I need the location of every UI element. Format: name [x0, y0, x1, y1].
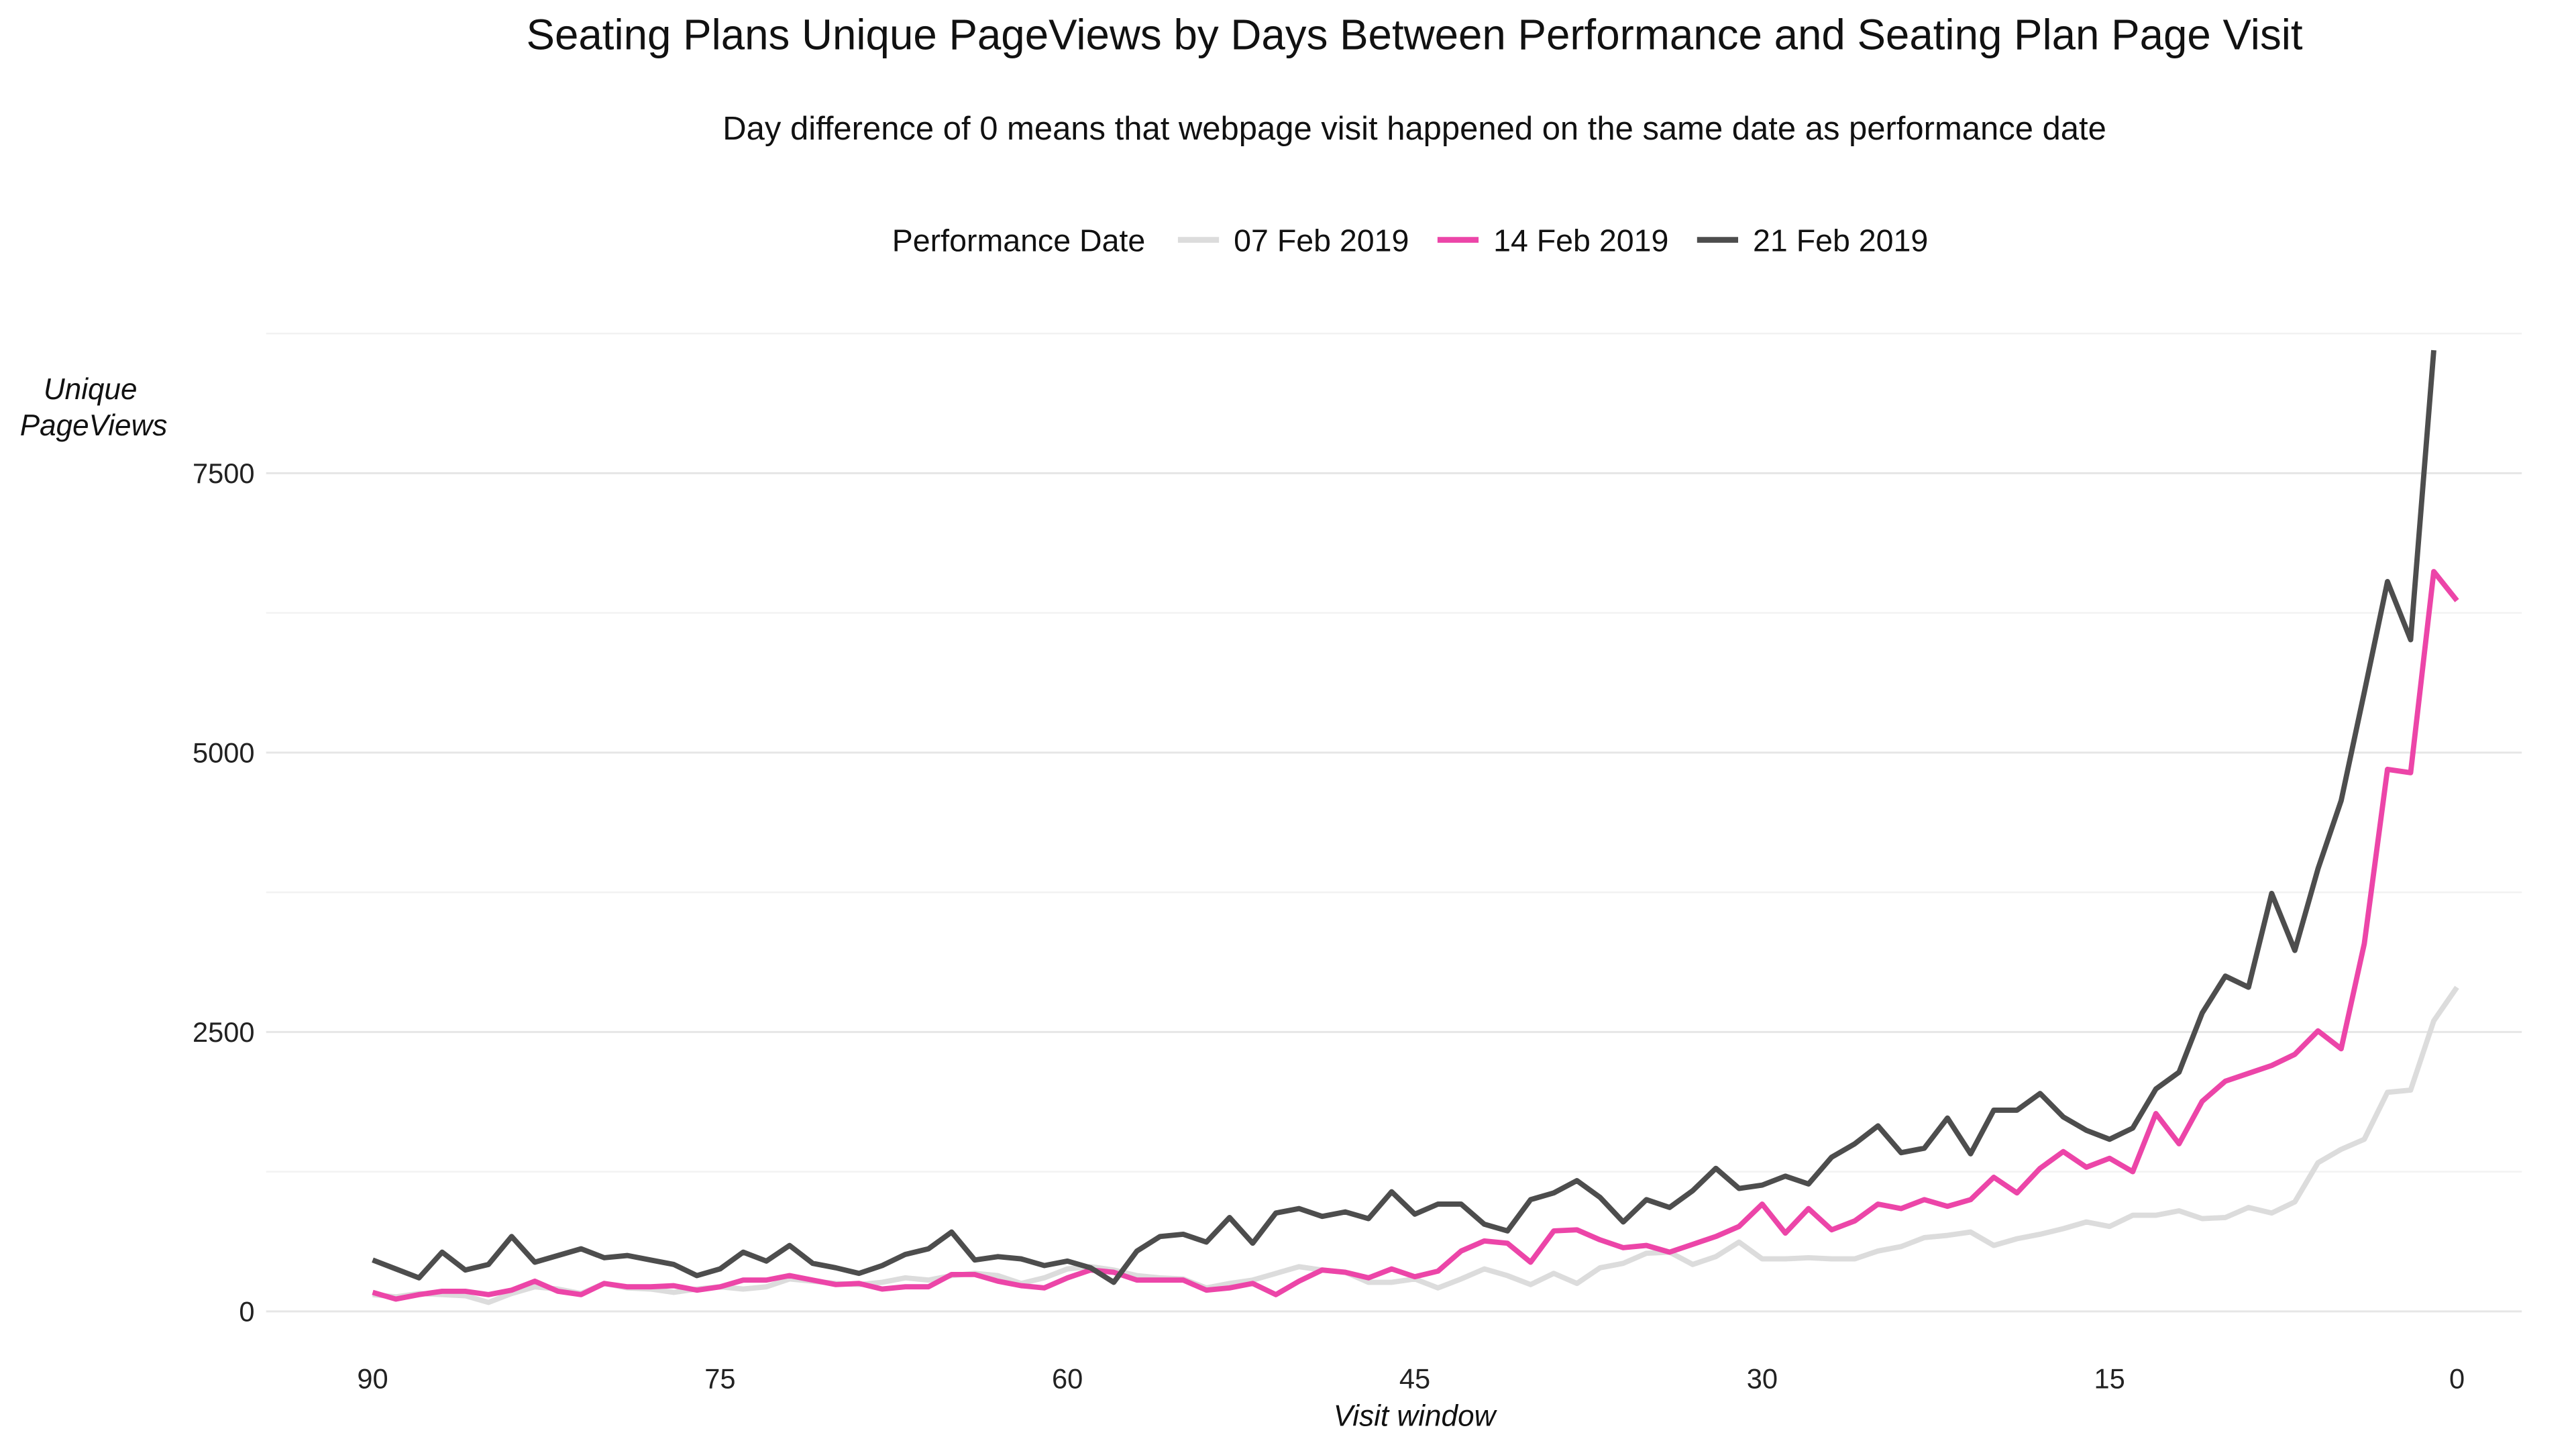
x-tick-label: 60 — [1052, 1362, 1083, 1394]
y-tick-label: 2500 — [193, 1016, 255, 1048]
legend-label: 21 Feb 2019 — [1753, 223, 1928, 258]
legend-title: Performance Date — [892, 223, 1145, 258]
y-axis-label: Unique — [44, 373, 138, 406]
chart-title: Seating Plans Unique PageViews by Days B… — [527, 11, 2303, 58]
x-tick-label: 75 — [704, 1362, 735, 1394]
y-axis-label: PageViews — [20, 409, 168, 442]
series-line — [372, 569, 2459, 1302]
legend-label: 14 Feb 2019 — [1493, 223, 1668, 258]
x-tick-label: 0 — [2449, 1362, 2465, 1394]
y-tick-label: 7500 — [193, 458, 255, 489]
chart-subtitle: Day difference of 0 means that webpage v… — [722, 111, 2106, 147]
x-tick-label: 90 — [357, 1362, 388, 1394]
legend-label: 07 Feb 2019 — [1234, 223, 1409, 258]
x-tick-label: 15 — [2094, 1362, 2125, 1394]
series-line — [372, 350, 2436, 1285]
x-tick-label: 30 — [1747, 1362, 1778, 1394]
legend: 07 Feb 2019 14 Feb 2019 21 Feb 2019 — [1177, 223, 1928, 258]
x-tick-label: 45 — [1399, 1362, 1430, 1394]
y-tick-label: 5000 — [193, 737, 255, 769]
x-axis-label: Visit window — [1334, 1400, 1498, 1433]
grid: 0 2500 5000 7500 90 75 60 45 30 15 0 — [193, 332, 2522, 1394]
plot-lines — [372, 350, 2459, 1305]
y-tick-label: 0 — [239, 1296, 254, 1328]
